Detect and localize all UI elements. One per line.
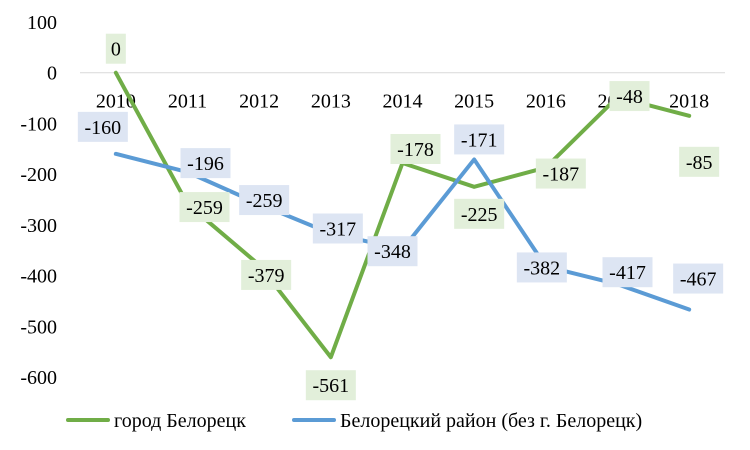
- axis-layer: 100 0 -100 -200 -300 -400 -500 -600 2010 2011 2012…: [20, 12, 725, 389]
- data-label: -225: [461, 204, 498, 226]
- y-tick-label: -100: [20, 113, 57, 135]
- x-tick-label: 2012: [239, 91, 279, 113]
- data-label: 0: [111, 39, 121, 61]
- data-label: -317: [319, 218, 356, 240]
- data-label-bg: [679, 146, 720, 177]
- data-label-bg: [454, 198, 505, 229]
- legend-label-rayon: Белорецкий район (без г. Белорецк): [340, 410, 642, 432]
- data-label-layer: 0-259-379-561-178-225-187-48-85-160-196-…: [77, 33, 724, 401]
- x-tick-label: 2013: [311, 91, 351, 113]
- x-tick-label: 2014: [383, 91, 423, 113]
- data-label: -417: [609, 262, 646, 284]
- data-label: -379: [248, 265, 285, 287]
- data-label-bg: [180, 148, 231, 179]
- legend: город Белорецк Белорецкий район (без г. …: [66, 410, 642, 432]
- data-label-bg: [77, 111, 128, 142]
- y-tick-label: 100: [27, 12, 57, 34]
- y-tick-label: -500: [20, 316, 57, 338]
- data-label: -85: [686, 152, 713, 174]
- data-label: -178: [397, 139, 434, 161]
- data-label: -48: [616, 86, 643, 108]
- y-tick-label: 0: [47, 63, 57, 85]
- data-label: -259: [246, 190, 283, 212]
- data-label-bg: [179, 192, 230, 223]
- x-tick-label: 2016: [526, 91, 566, 113]
- data-label-bg: [312, 213, 363, 244]
- y-tick-label: -300: [20, 215, 57, 237]
- x-tick-label: 2011: [168, 91, 207, 113]
- data-label: -561: [312, 375, 349, 397]
- data-label: -382: [523, 257, 560, 279]
- data-label: -259: [186, 197, 223, 219]
- y-tick-label: -200: [20, 164, 57, 186]
- legend-label-gorod: город Белорецк: [114, 410, 246, 432]
- x-tick-label: 2018: [669, 91, 709, 113]
- data-label-bg: [516, 252, 567, 283]
- data-label-bg: [535, 158, 586, 189]
- data-label: -196: [187, 153, 224, 175]
- x-tick-label: 2010: [96, 91, 136, 113]
- data-label-bg: [367, 236, 418, 267]
- data-label-bg: [105, 33, 126, 64]
- data-label: -467: [680, 269, 717, 291]
- data-label-bg: [239, 185, 290, 216]
- data-label-bg: [390, 133, 441, 164]
- y-tick-label: -400: [20, 266, 57, 288]
- data-label-bg: [673, 263, 724, 294]
- data-label: -187: [542, 164, 579, 186]
- data-label-bg: [609, 81, 650, 112]
- x-tick-label: 2015: [454, 91, 494, 113]
- data-label-bg: [454, 124, 505, 155]
- data-label: -348: [374, 241, 411, 263]
- data-label-bg: [305, 370, 356, 401]
- data-label: -171: [461, 129, 498, 151]
- data-label: -160: [84, 117, 121, 139]
- data-label-bg: [241, 259, 292, 290]
- y-tick-label: -600: [20, 367, 57, 389]
- data-label-bg: [602, 257, 653, 288]
